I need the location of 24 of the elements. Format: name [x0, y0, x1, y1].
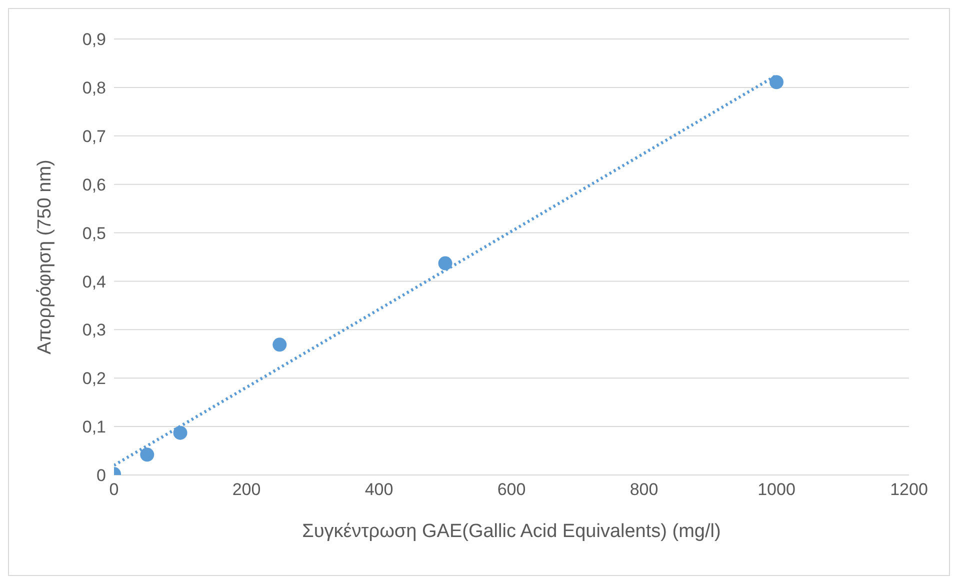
y-tick-label: 0,4 [82, 272, 106, 292]
y-tick-label: 0 [96, 466, 106, 486]
x-tick-label: 400 [364, 480, 394, 500]
x-axis-title: Συγκέντρωση GAE(Gallic Acid Equivalents) (mg/l) [302, 521, 721, 542]
y-tick-label: 0,2 [82, 369, 106, 388]
y-axis-title: Απορρόφηση (750 nm) [34, 160, 56, 354]
x-tick-label: 1200 [890, 480, 928, 500]
x-tick-label: 0 [109, 480, 119, 500]
x-tick-label: 800 [630, 480, 658, 500]
x-tick-label: 1000 [758, 480, 796, 500]
y-tick-label: 0,7 [82, 126, 106, 146]
x-tick-label: 200 [232, 480, 261, 500]
point [770, 75, 784, 90]
y-tick-label: 0,6 [82, 175, 106, 194]
point [438, 256, 452, 270]
y-tick-label: 0,8 [82, 78, 106, 98]
point [272, 338, 287, 352]
point [140, 448, 154, 462]
y-tick-label: 0,1 [82, 418, 106, 437]
y-tick-label: 0,5 [82, 224, 106, 243]
y-tick-label: 0,3 [82, 320, 106, 340]
point [173, 426, 188, 440]
x-tick-label: 600 [497, 480, 526, 500]
y-tick-label: 0,9 [82, 30, 106, 50]
